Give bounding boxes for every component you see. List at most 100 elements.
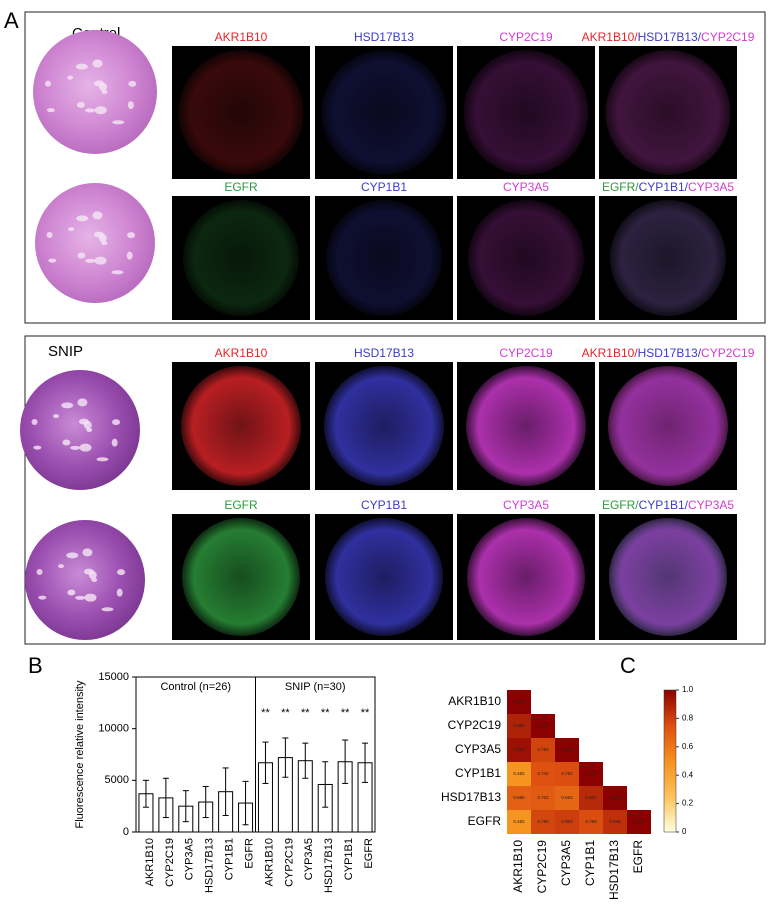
channel-name: HSD17B13 (638, 346, 698, 360)
colorbar-tick-label: 0.6 (682, 742, 694, 751)
channel-label: CYP2C19 (499, 346, 553, 360)
x-tick-label: AKR1B10 (144, 838, 156, 886)
panel-box (24, 335, 766, 645)
x-tick-label: HSD17B13 (323, 838, 335, 893)
x-tick-label: CYP2C19 (164, 838, 176, 887)
he-lumen (77, 398, 88, 407)
panel-label: C (620, 653, 636, 678)
he-tissue (33, 30, 157, 154)
separator: / (698, 346, 702, 360)
he-lumen (45, 80, 52, 87)
he-lumen (93, 231, 104, 238)
heatmap-cell (531, 738, 555, 762)
he-lumen (31, 418, 38, 425)
he-lumen (67, 75, 74, 80)
he-lumen (94, 256, 107, 265)
merged-tissue (610, 200, 726, 316)
cell-label: 0.663 (561, 795, 573, 800)
y-tick-label: 10000 (98, 723, 129, 735)
channel-name: AKR1B10 (582, 346, 635, 360)
channel-name: CYP3A5 (688, 498, 734, 512)
col-label: EGFR (631, 840, 645, 874)
heatmap-cell (555, 762, 579, 786)
he-lumen (48, 258, 57, 263)
channel-label: CYP3A5 (503, 180, 549, 194)
colorbar-tick-label: 0.2 (682, 799, 694, 808)
he-lumen (112, 419, 121, 426)
channel-label: CYP2C19 (499, 30, 553, 44)
channel-label: EGFR (224, 498, 258, 512)
y-tick-label: 15000 (98, 671, 129, 683)
heatmap-cell (555, 786, 579, 810)
heatmap-cell (507, 762, 531, 786)
row-label: CYP3A5 (455, 742, 501, 756)
he-lumen (75, 63, 88, 70)
he-lumen (111, 270, 124, 275)
heatmap-cell (603, 786, 627, 810)
he-lumen (128, 80, 137, 87)
he-lumen (68, 227, 75, 232)
channel-label: EGFR (224, 180, 258, 194)
heatmap-cell (555, 810, 579, 834)
fluorescence-tissue (183, 200, 299, 316)
group-label: Control (n=26) (160, 681, 231, 693)
channel-name: HSD17B13 (638, 30, 698, 44)
colorbar-tick-label: 0.8 (682, 714, 694, 723)
channel-label: HSD17B13 (354, 346, 414, 360)
heatmap-cell (579, 786, 603, 810)
panel-box (24, 11, 766, 324)
he-lumen (112, 120, 125, 125)
x-tick-label: CYP1B1 (343, 838, 355, 880)
group-label: SNIP (n=30) (285, 681, 346, 693)
row-label: CYP2C19 (448, 718, 502, 732)
he-lumen (79, 443, 92, 452)
row-label: EGFR (468, 814, 502, 828)
colorbar-tick-label: 1.0 (682, 685, 694, 694)
he-lumen (66, 552, 79, 559)
channel-name: CYP3A5 (688, 180, 734, 194)
merged-label: AKR1B10/HSD17B13/CYP2C19 (582, 346, 755, 360)
fluorescence-tissue (181, 366, 301, 486)
col-label: AKR1B10 (511, 840, 525, 893)
cell-label: 0.784 (537, 747, 549, 752)
significance: ** (341, 707, 350, 719)
significance: ** (361, 707, 370, 719)
he-lumen (77, 252, 86, 259)
he-lumen (96, 457, 109, 462)
he-lumen (82, 548, 93, 557)
he-lumen (127, 101, 134, 110)
channel-name: EGFR (602, 180, 636, 194)
merged-tissue (609, 518, 727, 636)
col-label: CYP3A5 (559, 840, 573, 886)
channel-label: CYP3A5 (503, 498, 549, 512)
he-lumen (117, 569, 126, 576)
merged-tissue (605, 50, 731, 175)
he-lumen (58, 564, 65, 569)
fluorescence-tissue (466, 366, 586, 486)
heatmap-cell (579, 762, 603, 786)
he-lumen (85, 258, 96, 263)
cell-label: 0.702 (537, 795, 549, 800)
he-lumen (111, 438, 118, 447)
he-lumen (76, 215, 89, 222)
channel-label: AKR1B10 (215, 30, 268, 44)
he-lumen (76, 101, 85, 108)
col-label: HSD17B13 (607, 840, 621, 900)
channel-name: AKR1B10 (582, 30, 635, 44)
cell-label: 1.000 (609, 795, 621, 800)
heatmap-cell (603, 810, 627, 834)
channel-name: CYP1B1 (639, 498, 685, 512)
separator: / (634, 346, 638, 360)
he-tissue (35, 183, 155, 303)
y-axis-label: Fluorescence relative intensity (74, 680, 86, 828)
fluorescence-tissue (325, 518, 443, 636)
row-label: AKR1B10 (448, 694, 501, 708)
col-label: CYP1B1 (583, 840, 597, 886)
row-label: HSD17B13 (441, 790, 501, 804)
row-label: CYP1B1 (455, 766, 501, 780)
cell-label: 0.759 (585, 819, 597, 824)
he-lumen (126, 251, 133, 260)
heatmap-cell (531, 762, 555, 786)
x-tick-label: EGFR (363, 838, 375, 869)
